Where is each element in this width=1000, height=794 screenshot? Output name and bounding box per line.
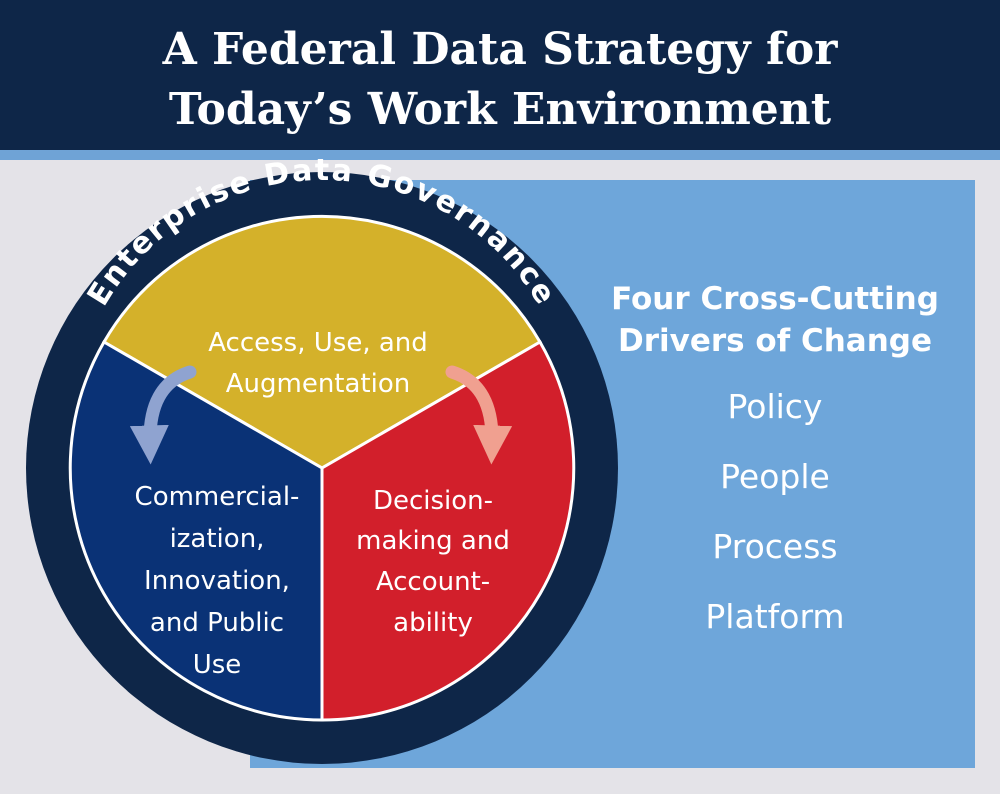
driver-policy: Policy [727, 387, 823, 426]
page-title-line-2: Today’s Work Environment [168, 84, 832, 135]
drivers-list: Four Cross-Cutting Drivers of Change Pol… [575, 278, 975, 652]
segment-top-line-1: Access, Use, and [208, 328, 428, 358]
page-title-line-1: A Federal Data Strategy for [162, 24, 838, 75]
driver-process: Process [712, 527, 838, 566]
arrow-right-icon [445, 365, 513, 465]
drivers-heading-line-2: Drivers of Change [617, 323, 932, 359]
segment-top-line-2: Augmentation [226, 369, 411, 399]
arrow-left-icon [129, 365, 197, 465]
driver-people: People [720, 457, 830, 496]
header-banner: A Federal Data Strategy for Today’s Work… [0, 0, 1000, 150]
segment-right-line-4: ability [393, 608, 473, 638]
header-stripe [0, 150, 1000, 160]
segment-right-line-3: Account- [376, 567, 490, 597]
segment-left-line-3: Innovation, [144, 566, 290, 596]
segment-right-line-2: making and [356, 526, 510, 556]
drivers-heading-line-1: Four Cross-Cutting [611, 281, 939, 317]
segment-left-line-4: and Public [150, 608, 284, 638]
segment-right-line-1: Decision- [373, 486, 493, 516]
segment-top [101, 214, 543, 470]
segment-left-line-1: Commercial- [135, 482, 300, 512]
segment-left-line-5: Use [193, 650, 242, 680]
segment-left-line-2: ization, [170, 524, 265, 554]
drivers-heading: Four Cross-Cutting Drivers of Change [575, 278, 975, 362]
driver-platform: Platform [705, 597, 845, 636]
